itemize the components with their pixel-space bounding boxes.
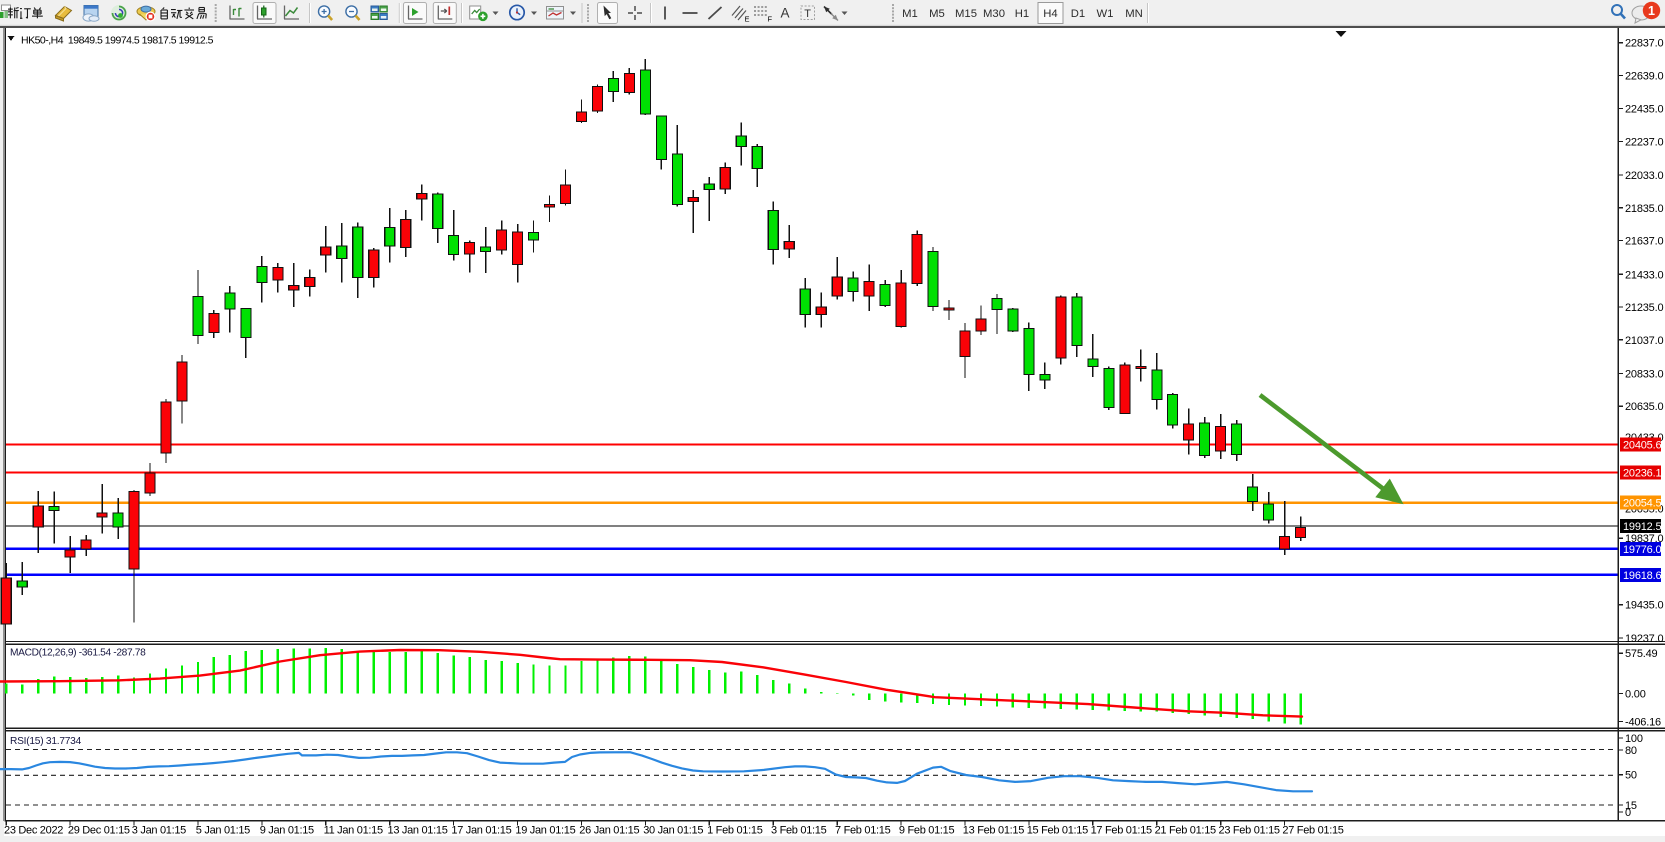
svg-text:21235.0: 21235.0: [1625, 302, 1663, 314]
svg-text:21037.0: 21037.0: [1625, 335, 1663, 347]
svg-text:13 Feb 01:15: 13 Feb 01:15: [963, 825, 1024, 837]
svg-text:5 Jan 01:15: 5 Jan 01:15: [196, 825, 250, 837]
svg-text:9 Feb 01:15: 9 Feb 01:15: [899, 825, 955, 837]
svg-text:22639.0: 22639.0: [1625, 71, 1663, 83]
svg-text:29 Dec 01:15: 29 Dec 01:15: [68, 825, 130, 837]
svg-text:-406.16: -406.16: [1625, 717, 1661, 729]
svg-text:27 Feb 01:15: 27 Feb 01:15: [1282, 825, 1343, 837]
svg-text:M1: M1: [902, 8, 918, 20]
svg-text:0.00: 0.00: [1625, 688, 1646, 700]
svg-text:11 Jan 01:15: 11 Jan 01:15: [324, 825, 383, 837]
svg-text:19237.0: 19237.0: [1625, 633, 1663, 645]
svg-text:17 Jan 01:15: 17 Jan 01:15: [451, 825, 511, 837]
svg-text:3 Feb 01:15: 3 Feb 01:15: [771, 825, 827, 837]
svg-text:15: 15: [1625, 800, 1637, 812]
svg-text:22435.0: 22435.0: [1625, 104, 1663, 116]
svg-text:21433.0: 21433.0: [1625, 269, 1663, 281]
svg-text:MACD(12,26,9) -361.54 -287.78: MACD(12,26,9) -361.54 -287.78: [10, 648, 146, 659]
svg-text:MN: MN: [1125, 8, 1143, 20]
svg-text:22837.0: 22837.0: [1625, 38, 1663, 50]
svg-text:19912.5: 19912.5: [1623, 521, 1661, 533]
svg-text:9 Jan 01:15: 9 Jan 01:15: [260, 825, 314, 837]
svg-text:30 Jan 01:15: 30 Jan 01:15: [643, 825, 703, 837]
svg-text:21 Feb 01:15: 21 Feb 01:15: [1155, 825, 1216, 837]
svg-text:F: F: [768, 15, 773, 24]
svg-text:M30: M30: [983, 8, 1005, 20]
svg-text:M5: M5: [929, 8, 945, 20]
svg-text:A: A: [781, 6, 790, 21]
svg-text:26 Jan 01:15: 26 Jan 01:15: [579, 825, 639, 837]
svg-text:575.49: 575.49: [1625, 648, 1658, 660]
svg-text:1: 1: [1648, 4, 1655, 18]
svg-text:21835.0: 21835.0: [1625, 203, 1663, 215]
svg-text:50: 50: [1625, 770, 1637, 782]
svg-text:1 Feb 01:15: 1 Feb 01:15: [707, 825, 763, 837]
svg-text:T: T: [804, 8, 811, 20]
svg-text:23 Feb 01:15: 23 Feb 01:15: [1219, 825, 1280, 837]
svg-text:0: 0: [1625, 807, 1631, 819]
svg-text:22237.0: 22237.0: [1625, 136, 1663, 148]
svg-text:19776.0: 19776.0: [1623, 544, 1661, 556]
svg-text:19618.6: 19618.6: [1623, 570, 1661, 582]
svg-text:H1: H1: [1015, 8, 1029, 20]
svg-text:19435.0: 19435.0: [1625, 600, 1663, 612]
svg-text:21637.0: 21637.0: [1625, 236, 1663, 248]
svg-text:13 Jan 01:15: 13 Jan 01:15: [388, 825, 448, 837]
svg-text:20405.6: 20405.6: [1623, 440, 1661, 452]
svg-text:7 Feb 01:15: 7 Feb 01:15: [835, 825, 891, 837]
svg-text:23 Dec 2022: 23 Dec 2022: [4, 825, 63, 837]
svg-text:HK50-,H4 19849.5 19974.5 1981: HK50-,H4 19849.5 19974.5 19817.5 19912.5: [21, 35, 214, 47]
svg-text:H4: H4: [1043, 8, 1057, 20]
svg-text:W1: W1: [1097, 8, 1114, 20]
svg-text:20054.5: 20054.5: [1623, 498, 1661, 510]
svg-text:D1: D1: [1071, 8, 1085, 20]
svg-text:100: 100: [1625, 733, 1643, 745]
svg-text:15 Feb 01:15: 15 Feb 01:15: [1027, 825, 1088, 837]
svg-text:20236.1: 20236.1: [1623, 468, 1661, 480]
svg-text:17 Feb 01:15: 17 Feb 01:15: [1091, 825, 1152, 837]
svg-text:RSI(15) 31.7734: RSI(15) 31.7734: [10, 736, 82, 747]
svg-text:20635.0: 20635.0: [1625, 401, 1663, 413]
svg-text:20833.0: 20833.0: [1625, 369, 1663, 381]
svg-text:M15: M15: [955, 8, 977, 20]
svg-text:22033.0: 22033.0: [1625, 170, 1663, 182]
svg-text:80: 80: [1625, 745, 1637, 757]
svg-text:3 Jan 01:15: 3 Jan 01:15: [132, 825, 186, 837]
svg-text:E: E: [745, 15, 750, 24]
svg-text:19 Jan 01:15: 19 Jan 01:15: [515, 825, 575, 837]
